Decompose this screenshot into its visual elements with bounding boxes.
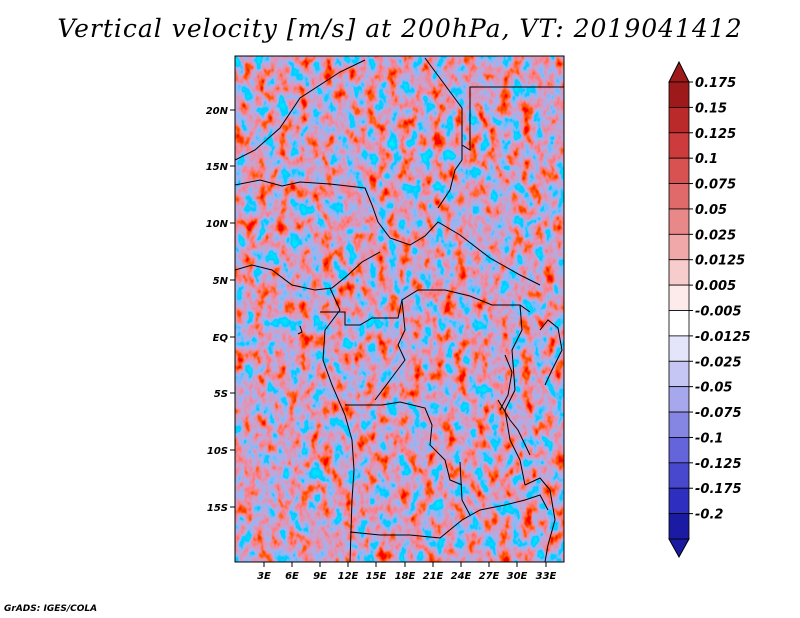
colorbar-label: 0.005 xyxy=(695,279,736,294)
colorbar-label: -0.025 xyxy=(695,355,742,370)
lon-label-9e: 9E xyxy=(313,571,327,582)
country-borders xyxy=(235,57,564,562)
colorbar-swatch xyxy=(668,81,690,108)
colorbar: 0.175 0.15 0.125 0.1 0.075 0.05 0.025 0.0125 0.0… xyxy=(668,60,751,559)
colorbar-label: -0.0125 xyxy=(695,330,751,345)
colorbar-label: 0.1 xyxy=(695,152,718,167)
colorbar-label: 0.15 xyxy=(695,101,727,116)
colorbar-swatch xyxy=(668,437,690,464)
colorbar-label: 0.075 xyxy=(695,178,736,193)
lat-label-20n: 20N xyxy=(206,106,229,117)
colorbar-label: 0.0125 xyxy=(695,254,745,269)
colorbar-label: -0.05 xyxy=(695,381,732,396)
colorbar-bottom-arrow xyxy=(668,538,690,559)
lon-label-6e: 6E xyxy=(285,571,299,582)
colorbar-label: -0.075 xyxy=(695,406,742,421)
chart-title: Vertical velocity [m/s] at 200hPa, VT: 2… xyxy=(57,14,743,43)
colorbar-top-arrow xyxy=(668,60,690,83)
lat-label-15s: 15S xyxy=(207,503,228,514)
colorbar-label: 0.05 xyxy=(695,203,727,218)
lon-label-33e: 33E xyxy=(536,571,557,582)
lat-label-10n: 10N xyxy=(206,219,229,230)
colorbar-label: 0.025 xyxy=(695,228,736,243)
lat-label-5n: 5N xyxy=(213,276,229,287)
lon-label-15e: 15E xyxy=(366,571,387,582)
longitude-axis: 3E 6E 9E 12E 15E 18E 21E 24E 27E 30E 33E xyxy=(257,562,557,582)
lat-label-eq: EQ xyxy=(213,333,229,344)
colorbar-swatch xyxy=(668,411,690,438)
colorbar-swatch xyxy=(668,513,690,540)
lat-label-10s: 10S xyxy=(207,446,228,457)
colorbar-swatch xyxy=(668,386,690,413)
colorbar-label: 0.175 xyxy=(695,76,736,91)
colorbar-swatch xyxy=(668,310,690,337)
colorbar-swatch xyxy=(668,487,690,515)
latitude-axis: 20N 15N 10N 5N EQ 5S 10S 15S xyxy=(206,106,235,514)
colorbar-label: -0.2 xyxy=(695,508,723,523)
colorbar-swatch xyxy=(668,360,690,388)
lon-label-27e: 27E xyxy=(479,571,500,582)
lon-label-18e: 18E xyxy=(395,571,416,582)
plot-frame xyxy=(234,55,565,563)
colorbar-swatch xyxy=(668,284,690,311)
colorbar-swatch xyxy=(668,183,690,210)
grads-credit: GrADS: IGES/COLA xyxy=(4,604,98,614)
colorbar-label: 0.125 xyxy=(695,127,736,142)
colorbar-swatch xyxy=(668,462,690,489)
colorbar-label: -0.125 xyxy=(695,457,742,472)
colorbar-label: -0.175 xyxy=(695,482,742,497)
colorbar-swatch xyxy=(668,233,690,261)
colorbar-label: -0.1 xyxy=(695,431,723,446)
lon-label-30e: 30E xyxy=(507,571,528,582)
colorbar-swatch xyxy=(668,106,690,134)
lon-label-12e: 12E xyxy=(338,571,359,582)
colorbar-swatch xyxy=(668,208,690,235)
colorbar-swatch xyxy=(668,335,690,362)
colorbar-swatch xyxy=(668,259,690,286)
lat-label-15n: 15N xyxy=(206,162,229,173)
colorbar-swatch xyxy=(668,157,690,184)
colorbar-label: -0.005 xyxy=(695,305,742,320)
lon-label-21e: 21E xyxy=(423,571,444,582)
lon-label-24e: 24E xyxy=(451,571,472,582)
colorbar-swatch xyxy=(668,132,690,159)
lon-label-3e: 3E xyxy=(257,571,271,582)
lat-label-5s: 5S xyxy=(214,389,228,400)
